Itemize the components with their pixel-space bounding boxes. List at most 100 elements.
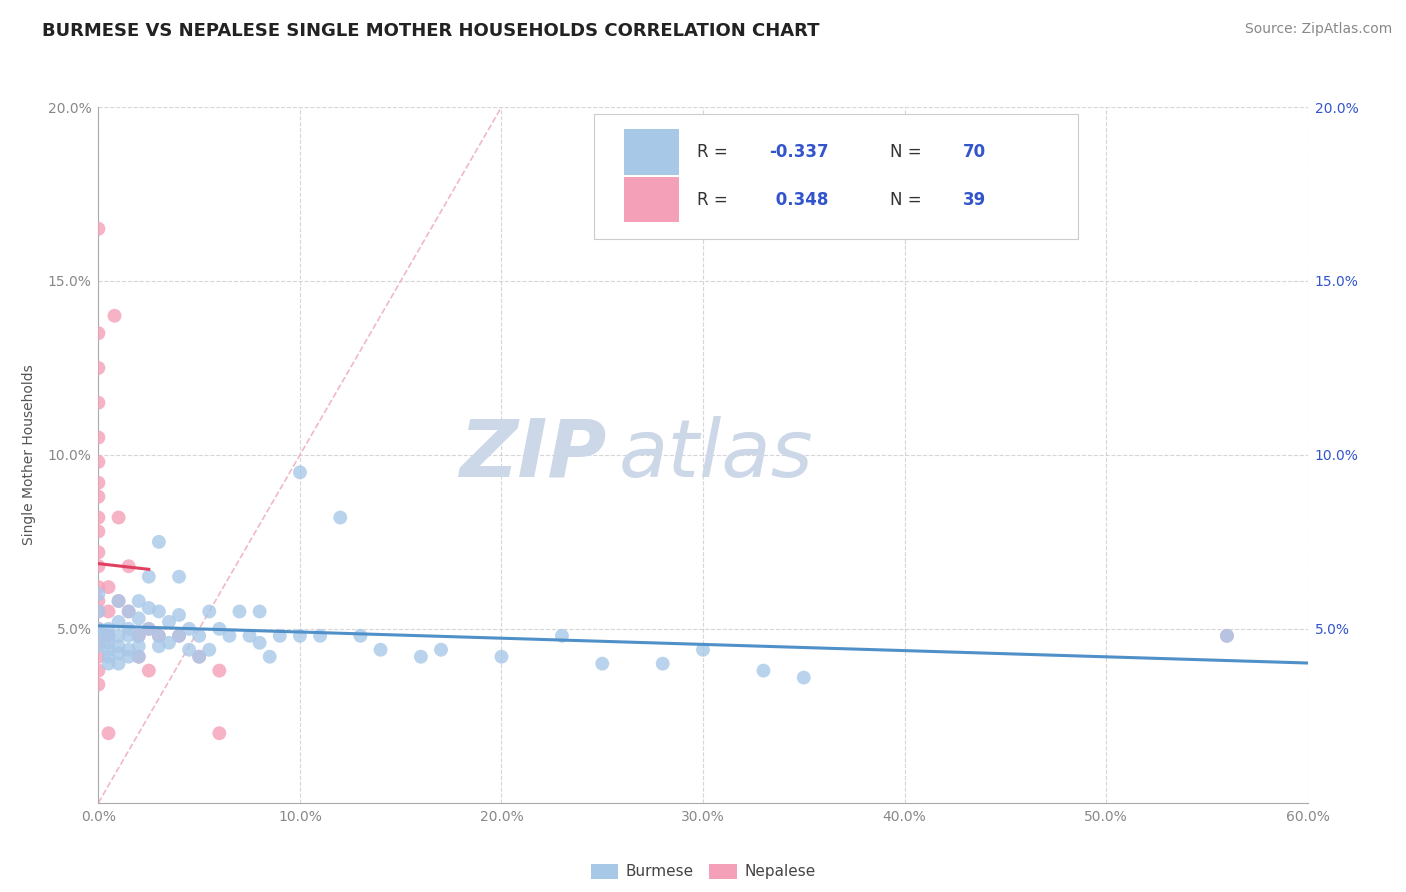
Point xyxy=(1216,629,1239,643)
Point xyxy=(128,649,150,664)
Text: -0.337: -0.337 xyxy=(769,144,830,161)
Point xyxy=(107,657,129,671)
Point xyxy=(288,466,311,480)
Point xyxy=(87,326,110,340)
Text: 70: 70 xyxy=(963,144,986,161)
Point xyxy=(329,510,352,524)
Point xyxy=(107,646,129,660)
Text: atlas: atlas xyxy=(619,416,813,494)
Point xyxy=(128,629,150,643)
Point xyxy=(179,642,201,657)
Text: R =: R = xyxy=(697,191,733,209)
Point xyxy=(87,622,110,636)
Point xyxy=(349,629,371,643)
Point xyxy=(793,671,815,685)
Point xyxy=(107,639,129,653)
Point xyxy=(148,629,170,643)
Point xyxy=(370,642,392,657)
Point xyxy=(551,629,574,643)
Point xyxy=(148,629,170,643)
Point xyxy=(249,636,271,650)
FancyBboxPatch shape xyxy=(595,114,1078,239)
Point xyxy=(97,657,120,671)
Point xyxy=(87,580,110,594)
Point xyxy=(157,636,180,650)
Text: R =: R = xyxy=(697,144,733,161)
Text: N =: N = xyxy=(890,144,928,161)
Point xyxy=(87,677,110,691)
Point xyxy=(148,605,170,619)
Point xyxy=(87,636,110,650)
Point xyxy=(97,605,120,619)
Point xyxy=(259,649,281,664)
Point xyxy=(1216,629,1239,643)
Point xyxy=(87,559,110,574)
Point xyxy=(188,629,211,643)
Point xyxy=(87,524,110,539)
Text: ZIP: ZIP xyxy=(458,416,606,494)
Point xyxy=(128,629,150,643)
Point xyxy=(87,594,110,608)
FancyBboxPatch shape xyxy=(624,177,679,222)
Point xyxy=(228,605,250,619)
Point xyxy=(107,510,129,524)
Text: 39: 39 xyxy=(963,191,986,209)
Point xyxy=(128,639,150,653)
Point xyxy=(167,629,190,643)
Point xyxy=(118,622,141,636)
Point xyxy=(107,594,129,608)
Point xyxy=(97,642,120,657)
Point xyxy=(198,605,221,619)
Point xyxy=(138,601,160,615)
Point xyxy=(103,309,125,323)
Point xyxy=(218,629,240,643)
Point xyxy=(107,615,129,629)
Point xyxy=(167,629,190,643)
Point xyxy=(87,431,110,445)
FancyBboxPatch shape xyxy=(624,129,679,175)
Point xyxy=(118,649,141,664)
Text: 0.348: 0.348 xyxy=(769,191,828,209)
Point xyxy=(138,622,160,636)
Point xyxy=(239,629,262,643)
Point xyxy=(87,475,110,490)
Point xyxy=(692,642,714,657)
Point xyxy=(409,649,432,664)
Point xyxy=(87,396,110,410)
Point xyxy=(87,629,110,643)
Point xyxy=(208,622,231,636)
Point xyxy=(118,605,141,619)
Point xyxy=(269,629,291,643)
Point xyxy=(118,629,141,643)
Point xyxy=(288,629,311,643)
Point xyxy=(87,664,110,678)
Point xyxy=(309,629,332,643)
Point xyxy=(87,649,110,664)
Point xyxy=(148,534,170,549)
Point xyxy=(107,629,129,643)
Point xyxy=(118,642,141,657)
Point xyxy=(87,605,110,619)
Point xyxy=(167,570,190,584)
Point xyxy=(87,221,110,235)
Point xyxy=(188,649,211,664)
Point xyxy=(188,649,211,664)
Point xyxy=(208,664,231,678)
Point xyxy=(97,629,120,643)
Point xyxy=(148,639,170,653)
Point xyxy=(97,636,120,650)
Point xyxy=(87,510,110,524)
Point xyxy=(87,490,110,504)
Point xyxy=(591,657,613,671)
Point xyxy=(128,611,150,625)
Point xyxy=(179,622,201,636)
Point xyxy=(97,726,120,740)
Point xyxy=(128,594,150,608)
Point xyxy=(87,622,110,636)
Point xyxy=(118,605,141,619)
Point xyxy=(97,649,120,664)
Point xyxy=(752,664,775,678)
Point xyxy=(430,642,453,657)
Point xyxy=(138,570,160,584)
Point xyxy=(87,587,110,601)
